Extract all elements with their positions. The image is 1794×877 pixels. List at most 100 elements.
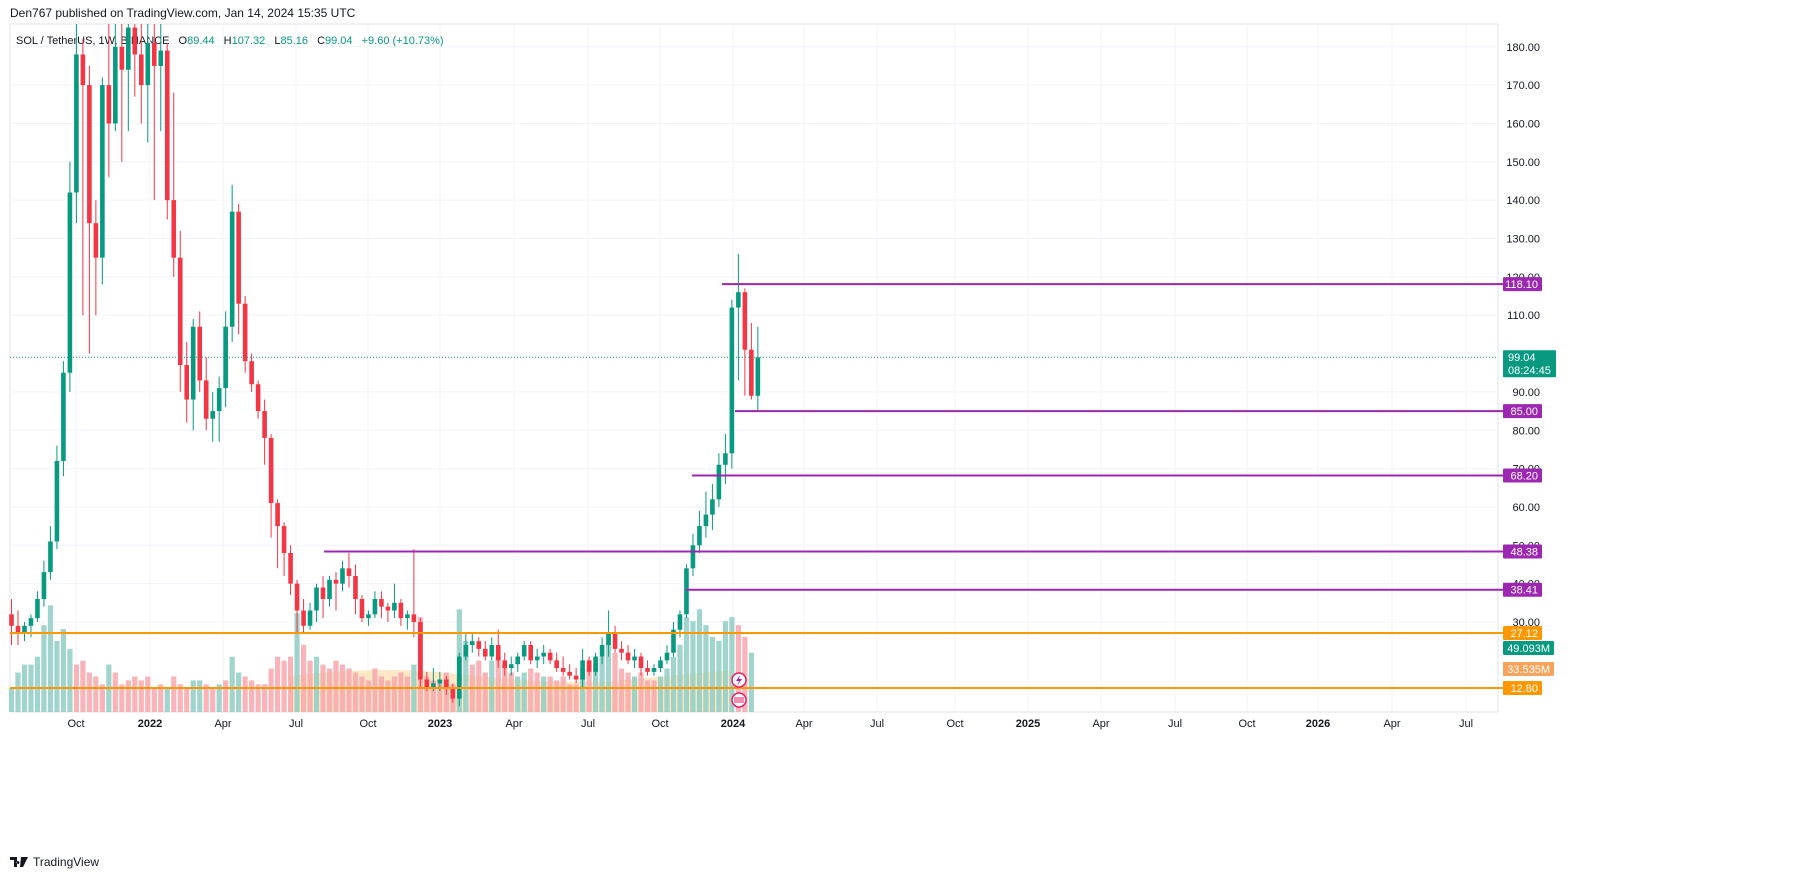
candle-body — [697, 526, 702, 546]
candle-body — [645, 668, 650, 672]
candle-body — [151, 42, 157, 66]
volume-bar — [281, 660, 287, 712]
candle-body — [255, 384, 261, 412]
volume-bar — [41, 625, 47, 712]
candle-body — [560, 668, 566, 672]
volume-bar — [437, 680, 443, 712]
candle-body — [716, 464, 722, 500]
candle-body — [463, 645, 469, 657]
candle-body — [612, 633, 618, 649]
candle-body — [320, 587, 326, 599]
volume-bar — [47, 605, 54, 712]
candle-body — [528, 645, 533, 661]
volume-bar — [463, 640, 469, 712]
volume-bar — [495, 656, 501, 712]
candle-body — [599, 645, 605, 657]
level-label: 85.00 — [1510, 406, 1538, 418]
volume-bar — [80, 660, 86, 712]
candle-body — [515, 656, 521, 665]
candle-body — [457, 656, 462, 699]
volume-bar — [398, 672, 404, 712]
volume-bar — [644, 680, 651, 712]
candle-body — [275, 503, 280, 527]
candle-body — [431, 683, 436, 688]
x-tick-label: Oct — [359, 718, 376, 730]
candle-body — [690, 545, 696, 569]
volume-bar — [158, 684, 164, 712]
candle-body — [87, 85, 92, 224]
candle-body — [521, 645, 527, 657]
volume-bar — [696, 609, 703, 712]
volume-bar — [216, 684, 222, 712]
x-tick-label: Jul — [1168, 718, 1182, 730]
x-tick-label: Jul — [870, 718, 884, 730]
volume-bar — [573, 684, 579, 712]
candle-body — [385, 606, 391, 611]
volume-bar — [430, 680, 436, 712]
volume-bar — [625, 672, 631, 712]
volume-bar — [223, 680, 229, 712]
x-tick-label: 2023 — [428, 718, 452, 730]
volume-bar — [664, 668, 670, 712]
volume-bar — [482, 672, 488, 712]
candle-body — [80, 54, 86, 86]
tradingview-footer[interactable]: TradingView — [10, 855, 99, 869]
volume-bar — [670, 656, 677, 712]
candle-body — [301, 610, 306, 626]
candle-body — [593, 656, 598, 672]
candle-body — [392, 602, 397, 611]
candle-body — [22, 625, 27, 634]
published-line: Den767 published on TradingView.com, Jan… — [10, 6, 356, 20]
close-label: C — [317, 35, 326, 47]
candle-body — [190, 326, 196, 400]
candle-body — [340, 568, 345, 584]
candle-body — [314, 587, 319, 611]
plot-frame — [9, 23, 1499, 713]
candle-body — [534, 656, 540, 661]
open-value: 89.44 — [187, 35, 215, 47]
candle-body — [405, 614, 410, 619]
volume-bar — [508, 672, 514, 712]
y-tick-label: 80.00 — [1512, 425, 1540, 437]
candle-body — [113, 46, 118, 124]
volume-bar — [683, 617, 690, 712]
candle-body — [61, 372, 66, 461]
candle-body — [632, 656, 637, 661]
volume-bar — [541, 676, 547, 712]
volume-bar — [567, 684, 573, 712]
candle-body — [333, 579, 339, 584]
volume-bar — [599, 656, 605, 712]
volume-bar — [307, 660, 313, 712]
candle-body — [132, 27, 138, 55]
volume-bar — [210, 688, 216, 712]
candle-body — [54, 460, 60, 542]
level-label-box — [1503, 544, 1542, 559]
open-label: O — [178, 35, 188, 47]
volume-bar — [586, 660, 592, 712]
candle-body — [223, 326, 228, 389]
candle-body — [119, 46, 125, 70]
volume-bar — [716, 640, 722, 712]
volume-bar — [378, 676, 385, 712]
candle-body — [177, 257, 183, 366]
candle-body — [145, 42, 151, 86]
x-tick-label: Oct — [946, 718, 963, 730]
candle-body — [437, 679, 443, 684]
level-label-box — [1503, 468, 1542, 483]
symbol-name[interactable]: SOL / TetherUS, 1W, BINANCE — [16, 35, 170, 47]
level-label: 27.12 — [1510, 628, 1538, 640]
lightning-icon — [736, 675, 742, 686]
volume-bar — [391, 676, 398, 712]
volume-bar — [352, 672, 359, 712]
volume-bar — [677, 644, 683, 712]
last-price-label: 99.04 — [1508, 352, 1536, 364]
candle-body — [482, 648, 488, 657]
x-tick-label: 2025 — [1016, 718, 1040, 730]
candle-body — [541, 652, 546, 657]
candle-body — [139, 54, 144, 86]
volume-bar — [93, 676, 99, 712]
x-tick-label: Apr — [1092, 718, 1109, 730]
candle-body — [242, 303, 248, 362]
candle-body — [203, 380, 209, 419]
